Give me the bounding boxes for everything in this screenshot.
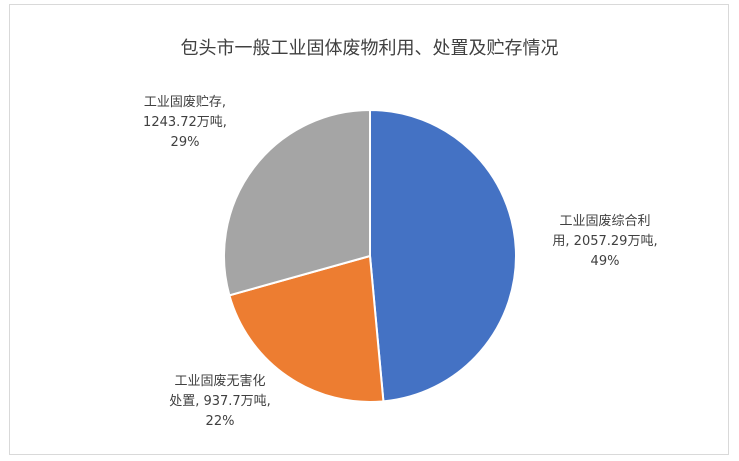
- label-line: 工业固废综合利: [559, 214, 651, 229]
- label-line: 29%: [170, 135, 200, 150]
- label-line: 1243.72万吨,: [143, 115, 227, 130]
- pie-slice-storage: [223, 108, 371, 297]
- label-line: 22%: [205, 414, 235, 429]
- label-line: 工业固废无害化: [174, 374, 266, 389]
- pie-slice-utilization: [369, 108, 517, 403]
- chart-area: [9, 4, 729, 455]
- label-line: 处置, 937.7万吨,: [169, 394, 271, 409]
- label-line: 49%: [590, 254, 620, 269]
- chart-title: 包头市一般工业固体废物利用、处置及贮存情况: [180, 38, 559, 59]
- data-label-disposal: 工业固废无害化 处置, 937.7万吨, 22%: [140, 372, 300, 432]
- data-label-utilization: 工业固废综合利 用, 2057.29万吨, 49%: [520, 212, 690, 272]
- label-line: 工业固废贮存,: [143, 95, 227, 110]
- pie-slice-disposal: [228, 254, 385, 403]
- data-label-storage: 工业固废贮存, 1243.72万吨, 29%: [110, 93, 260, 153]
- label-line: 用, 2057.29万吨,: [552, 234, 658, 249]
